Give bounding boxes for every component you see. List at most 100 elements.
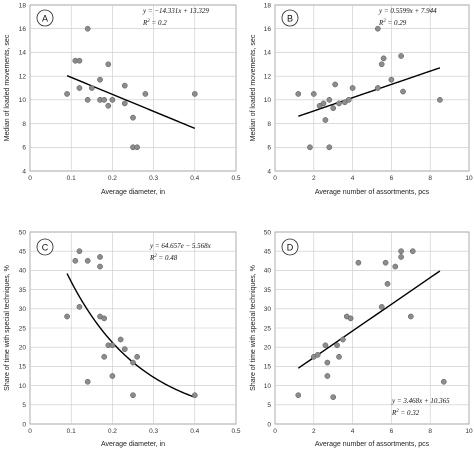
x-tick-label: 0.1 bbox=[67, 428, 76, 435]
panel-c: 0 0.1 0.2 0.3 0.4 0.5 0 5 10 15 20 25 30 35 40 45 50 Av… bbox=[4, 229, 241, 448]
data-point bbox=[84, 25, 91, 32]
x-tick-label: 10 bbox=[465, 175, 473, 182]
fit-line bbox=[298, 67, 441, 117]
data-point bbox=[121, 82, 128, 89]
fit-equation: y = 0.5599x + 7.944 bbox=[378, 7, 437, 15]
y-tick-label: 25 bbox=[19, 325, 27, 332]
trend-line bbox=[66, 75, 196, 129]
data-point bbox=[109, 97, 116, 103]
data-point bbox=[130, 114, 136, 121]
y-axis-label: Median of loaded movements, sec bbox=[250, 34, 257, 141]
data-point bbox=[388, 76, 395, 83]
y-tick-labels: 4 6 8 10 12 14 16 18 bbox=[19, 2, 27, 175]
y-tick-label: 8 bbox=[267, 121, 271, 128]
data-point bbox=[307, 144, 313, 151]
y-axis-label: Share of time with special techniques, % bbox=[250, 265, 257, 391]
data-point bbox=[64, 91, 70, 97]
data-point bbox=[295, 392, 302, 399]
data-point bbox=[105, 61, 112, 68]
data-point bbox=[101, 353, 108, 360]
y-tick-label: 12 bbox=[19, 73, 27, 80]
data-point bbox=[191, 392, 198, 399]
panel-letter: A bbox=[42, 14, 48, 24]
panel-a: 0 0.1 0.2 0.3 0.4 0.5 4 6 8 10 12 14 16 18 Average d… bbox=[4, 2, 241, 196]
data-point bbox=[101, 315, 108, 322]
x-tick-labels: 0 0.1 0.2 0.3 0.4 0.5 bbox=[28, 175, 241, 182]
x-tick-label: 0 bbox=[28, 175, 32, 182]
x-tick-label: 2 bbox=[312, 175, 316, 182]
x-tick-label: 8 bbox=[428, 175, 432, 182]
y-tick-label: 50 bbox=[19, 229, 27, 236]
x-tick-label: 0.4 bbox=[190, 428, 199, 435]
data-point bbox=[314, 352, 321, 358]
data-point bbox=[374, 85, 381, 91]
x-tick-labels: 0 2 4 6 8 10 bbox=[273, 428, 473, 435]
y-tick-label: 20 bbox=[264, 345, 272, 352]
r-squared: R2 = 0.2 bbox=[142, 19, 167, 27]
y-tick-label: 50 bbox=[264, 229, 272, 236]
data-point bbox=[336, 353, 342, 360]
data-point bbox=[191, 91, 198, 97]
y-tick-label: 10 bbox=[19, 383, 27, 390]
data-point bbox=[324, 359, 331, 366]
data-point bbox=[378, 304, 385, 310]
data-points bbox=[295, 248, 447, 400]
y-tick-labels: 4 6 8 10 12 14 16 18 bbox=[264, 2, 272, 175]
data-point bbox=[84, 257, 91, 264]
y-tick-label: 5 bbox=[267, 402, 271, 409]
data-point bbox=[76, 248, 83, 255]
gridlines bbox=[274, 4, 470, 172]
fit-equation: y = 64.657e − 5.568x bbox=[149, 242, 212, 250]
y-tick-label: 0 bbox=[22, 421, 26, 428]
x-tick-label: 2 bbox=[312, 428, 316, 435]
data-point bbox=[322, 342, 329, 349]
y-axis-label: Share of time with special techniques, % bbox=[4, 265, 11, 391]
x-tick-label: 0.5 bbox=[231, 428, 240, 435]
y-tick-label: 35 bbox=[19, 287, 27, 294]
data-point bbox=[121, 100, 128, 107]
y-tick-label: 14 bbox=[19, 50, 27, 57]
data-point bbox=[398, 248, 404, 255]
data-point bbox=[72, 257, 79, 264]
y-tick-label: 8 bbox=[22, 121, 26, 128]
data-point bbox=[330, 394, 337, 400]
y-tick-label: 5 bbox=[22, 402, 26, 409]
x-tick-label: 6 bbox=[390, 175, 394, 182]
data-point bbox=[105, 102, 112, 109]
gridlines bbox=[274, 231, 470, 425]
data-point bbox=[322, 117, 329, 123]
x-tick-label: 0 bbox=[273, 175, 277, 182]
data-point bbox=[334, 342, 340, 349]
x-tick-label: 0.4 bbox=[190, 175, 199, 182]
trend-line bbox=[66, 273, 196, 398]
y-tick-label: 16 bbox=[264, 26, 272, 33]
y-axis-label: Median of loaded movements, sec bbox=[4, 34, 11, 141]
y-tick-label: 6 bbox=[267, 145, 271, 152]
data-point bbox=[88, 85, 95, 91]
plot-frame bbox=[274, 4, 470, 172]
y-tick-label: 18 bbox=[19, 2, 27, 9]
data-point bbox=[324, 373, 331, 379]
x-axis-label: Average number of assortments, pcs bbox=[315, 189, 430, 196]
data-point bbox=[440, 378, 447, 385]
panel-d: 0 2 4 6 8 10 0 5 10 15 20 25 30 35 40 45 50 Average num… bbox=[250, 229, 473, 448]
panel-letter-badge bbox=[281, 9, 299, 27]
data-point bbox=[76, 57, 83, 64]
y-tick-label: 18 bbox=[264, 2, 272, 9]
data-point bbox=[326, 97, 333, 103]
x-tick-label: 0.2 bbox=[108, 428, 117, 435]
trend-line bbox=[297, 270, 441, 369]
x-tick-label: 0.5 bbox=[231, 175, 240, 182]
fit-equation: y = −14.331x + 13.329 bbox=[142, 7, 209, 15]
data-point bbox=[97, 254, 103, 260]
fit-line bbox=[297, 270, 441, 369]
data-point bbox=[380, 55, 387, 62]
data-point bbox=[349, 85, 356, 91]
y-tick-label: 10 bbox=[264, 97, 272, 104]
y-tick-labels: 0 5 10 15 20 25 30 35 40 45 50 bbox=[19, 229, 27, 428]
data-point bbox=[392, 263, 399, 270]
data-point bbox=[109, 373, 116, 379]
data-point bbox=[374, 25, 381, 32]
data-point bbox=[340, 336, 346, 343]
